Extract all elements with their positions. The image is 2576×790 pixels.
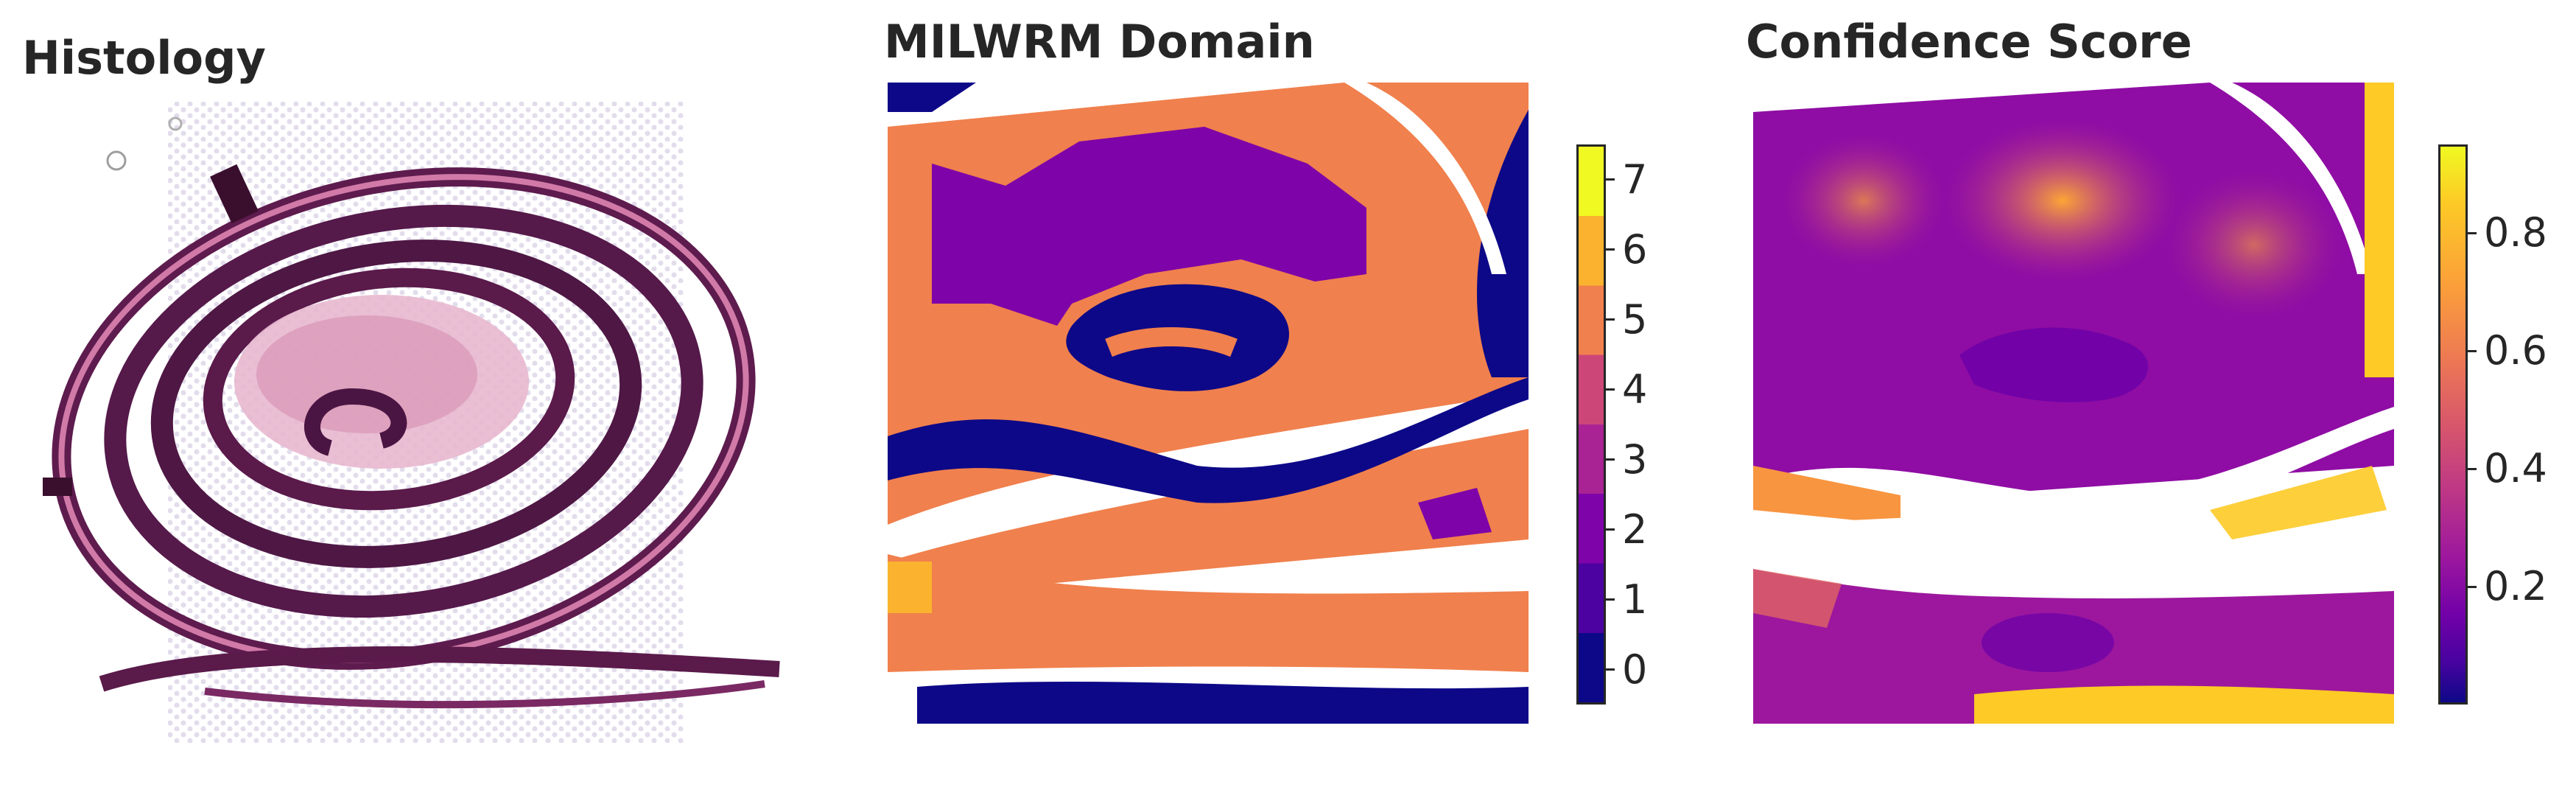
- domain-colorbar-tick-label: 1: [1622, 576, 1648, 623]
- histology-title: Histology: [22, 31, 266, 85]
- domain-colorbar: [1576, 144, 1606, 705]
- domain-colorbar-tick-label: 4: [1622, 366, 1648, 413]
- domain-colorbar-tick-mark: [1606, 668, 1615, 671]
- confidence-colorbar-tick-mark: [2468, 349, 2477, 352]
- domain-colorbar-tick-label: 0: [1622, 646, 1648, 693]
- histology-image: [21, 94, 837, 752]
- confidence-score-svg: [1753, 83, 2394, 724]
- domain-colorbar-tick-mark: [1606, 598, 1615, 601]
- confidence-colorbar-tick-label: 0.8: [2484, 209, 2547, 256]
- domain-colorbar-tick-mark: [1606, 458, 1615, 461]
- milwrm-domain-title: MILWRM Domain: [884, 15, 1315, 69]
- confidence-colorbar-tick-label: 0.4: [2484, 445, 2547, 492]
- milwrm-domain-svg: [888, 83, 1529, 724]
- domain-colorbar-tick-label: 3: [1622, 436, 1648, 483]
- domain-colorbar-tick-label: 7: [1622, 155, 1648, 203]
- domain-colorbar-tick-mark: [1606, 388, 1615, 391]
- confidence-colorbar-tick-label: 0.2: [2484, 563, 2547, 609]
- domain-colorbar-tick-label: 5: [1622, 296, 1648, 343]
- domain-colorbar-tick-mark: [1606, 528, 1615, 531]
- domain-colorbar-tick-mark: [1606, 178, 1615, 181]
- domain-colorbar-tick-mark: [1606, 318, 1615, 321]
- domain-colorbar-tick-label: 2: [1622, 506, 1648, 553]
- confidence-colorbar: [2438, 144, 2468, 705]
- confidence-colorbar-tick-mark: [2468, 467, 2477, 470]
- milwrm-domain-map: [888, 83, 1529, 724]
- histology-svg: [21, 94, 837, 752]
- domain-colorbar-tick-label: 6: [1622, 226, 1648, 273]
- confidence-score-map: [1753, 83, 2394, 724]
- confidence-score-title: Confidence Score: [1746, 15, 2192, 69]
- domain-colorbar-tick-mark: [1606, 248, 1615, 251]
- confidence-colorbar-tick-mark: [2468, 231, 2477, 234]
- confidence-colorbar-tick-label: 0.6: [2484, 327, 2547, 374]
- confidence-colorbar-tick-mark: [2468, 585, 2477, 588]
